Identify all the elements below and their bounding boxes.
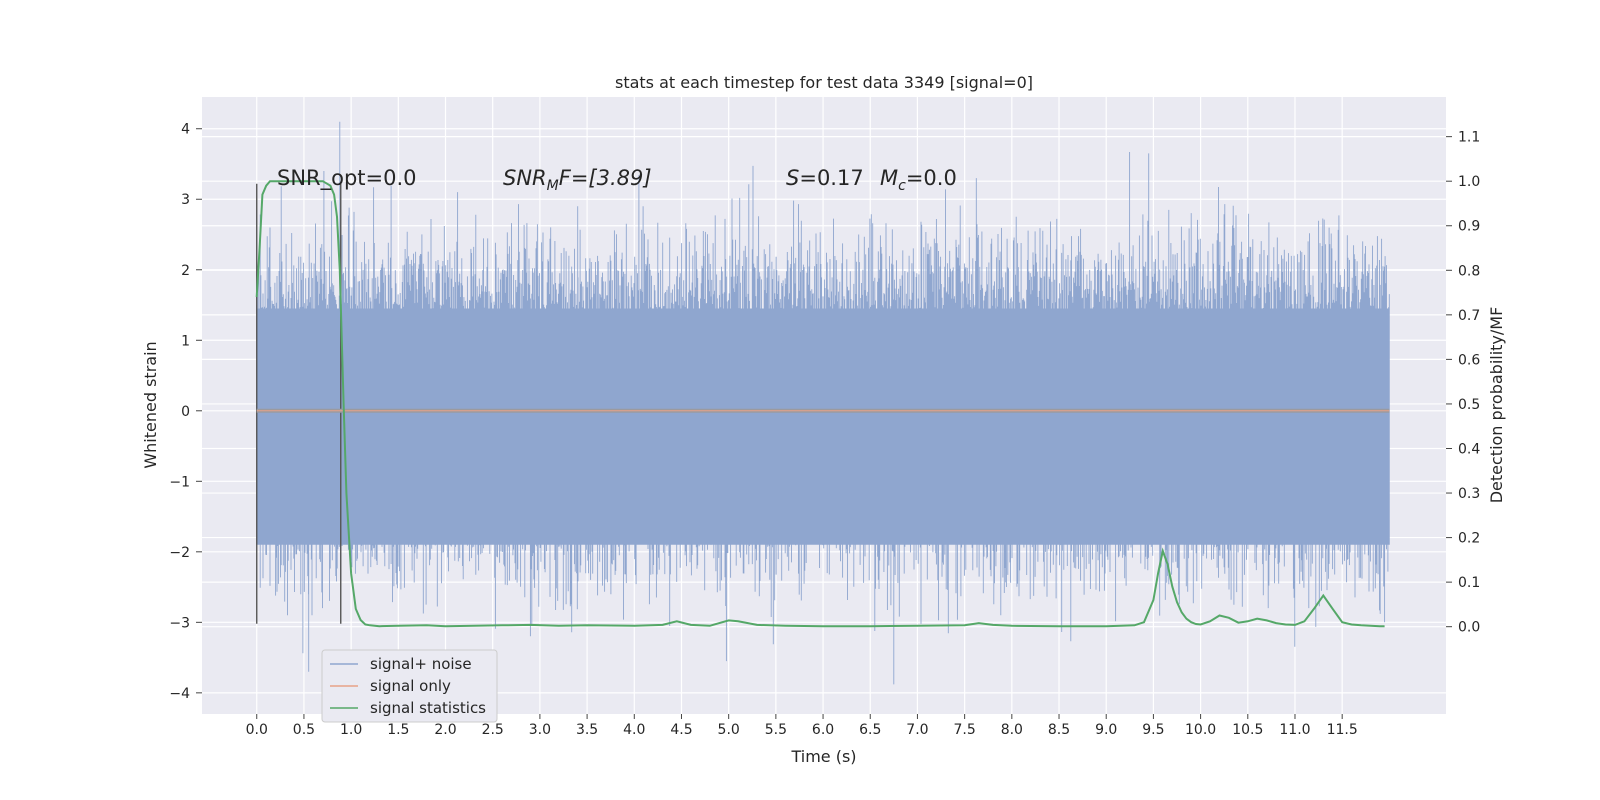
left-axis-ticks: 4 3 2 1 0 −1 −2 −3 −4 bbox=[169, 122, 202, 702]
left-tick-label: 4 bbox=[181, 122, 190, 138]
x-tick-label: 5.5 bbox=[765, 722, 787, 738]
x-tick-label: 9.0 bbox=[1095, 722, 1117, 738]
x-tick-label: 5.0 bbox=[718, 722, 740, 738]
right-tick-label: 0.0 bbox=[1458, 620, 1480, 636]
x-tick-label: 10.5 bbox=[1232, 722, 1263, 738]
left-tick-label: −2 bbox=[169, 545, 190, 561]
legend-label-signal-only: signal only bbox=[370, 677, 451, 695]
left-axis-label: Whitened strain bbox=[141, 341, 160, 468]
x-tick-label: 4.5 bbox=[670, 722, 692, 738]
x-axis-label: Time (s) bbox=[790, 747, 856, 766]
legend-box bbox=[321, 649, 498, 723]
x-axis-ticks: 0.0 0.5 1.0 1.5 2.0 2.5 3.0 3.5 4.0 4.5 5.0 5.5 6.0 6… bbox=[246, 714, 1358, 738]
signal-statistics-line bbox=[255, 180, 1385, 628]
right-tick-label: 0.5 bbox=[1458, 397, 1480, 413]
right-tick-label: 0.2 bbox=[1458, 531, 1480, 547]
right-axis-ticks: 1.1 1.0 0.9 0.8 0.7 0.6 0.5 0.4 0.3 0.2 0.1 0.0 bbox=[1446, 130, 1480, 636]
left-tick-label: −4 bbox=[169, 686, 190, 702]
left-tick-label: 2 bbox=[181, 263, 190, 279]
statistics-line bbox=[255, 180, 1385, 628]
right-axis-label: Detection probability/MF bbox=[1487, 307, 1506, 504]
x-tick-label: 7.5 bbox=[954, 722, 976, 738]
x-tick-label: 0.5 bbox=[293, 722, 315, 738]
snr-mf-base: SNR bbox=[503, 166, 547, 190]
x-tick-label: 1.5 bbox=[387, 722, 409, 738]
x-tick-label: 1.0 bbox=[340, 722, 362, 738]
x-tick-label: 3.5 bbox=[576, 722, 598, 738]
legend-label-signal-statistics: signal statistics bbox=[370, 699, 486, 717]
s-annotation: S=0.17 bbox=[786, 166, 864, 190]
s-symbol: S bbox=[786, 166, 799, 190]
chart-title: stats at each timestep for test data 334… bbox=[615, 73, 1033, 92]
snr-mf-annotation: SNRMF=[3.89] bbox=[503, 166, 652, 194]
x-tick-label: 6.0 bbox=[812, 722, 834, 738]
x-tick-label: 4.0 bbox=[623, 722, 645, 738]
legend: signal+ noise signal only signal statist… bbox=[321, 649, 498, 723]
left-tick-label: −3 bbox=[169, 615, 190, 631]
x-tick-label: 11.5 bbox=[1327, 722, 1358, 738]
x-tick-label: 0.0 bbox=[246, 722, 268, 738]
mc-value: =0.0 bbox=[906, 166, 957, 190]
x-tick-label: 9.5 bbox=[1142, 722, 1164, 738]
left-tick-label: 0 bbox=[181, 404, 190, 420]
snr-mf-sub: M bbox=[547, 178, 559, 194]
x-tick-label: 2.0 bbox=[434, 722, 456, 738]
mc-annotation: Mc=0.0 bbox=[880, 166, 957, 194]
x-tick-label: 6.5 bbox=[859, 722, 881, 738]
right-tick-label: 0.9 bbox=[1458, 219, 1480, 235]
right-tick-label: 0.3 bbox=[1458, 486, 1480, 502]
left-tick-label: −1 bbox=[169, 474, 190, 490]
x-tick-label: 8.5 bbox=[1048, 722, 1070, 738]
x-tick-label: 10.0 bbox=[1185, 722, 1216, 738]
marker-lines bbox=[256, 183, 342, 624]
x-tick-label: 11.0 bbox=[1279, 722, 1310, 738]
right-tick-label: 0.8 bbox=[1458, 263, 1480, 279]
right-tick-label: 0.4 bbox=[1458, 441, 1480, 457]
x-tick-label: 3.0 bbox=[529, 722, 551, 738]
snr-mf-f: F=[3.89] bbox=[559, 166, 652, 190]
left-tick-label: 1 bbox=[181, 333, 190, 349]
left-tick-label: 3 bbox=[181, 192, 190, 208]
right-tick-label: 0.1 bbox=[1458, 575, 1480, 591]
mc-sub: c bbox=[898, 178, 906, 194]
snr-opt-annotation: SNR_opt=0.0 bbox=[277, 166, 417, 191]
x-tick-label: 7.0 bbox=[906, 722, 928, 738]
mc-symbol: M bbox=[880, 166, 898, 190]
legend-label-signal-noise: signal+ noise bbox=[370, 655, 472, 673]
right-tick-label: 1.0 bbox=[1458, 174, 1480, 190]
right-tick-label: 0.7 bbox=[1458, 308, 1480, 324]
x-tick-label: 2.5 bbox=[482, 722, 504, 738]
s-value: =0.17 bbox=[799, 166, 863, 190]
x-tick-label: 8.0 bbox=[1001, 722, 1023, 738]
right-tick-label: 0.6 bbox=[1458, 352, 1480, 368]
right-tick-label: 1.1 bbox=[1458, 130, 1480, 146]
